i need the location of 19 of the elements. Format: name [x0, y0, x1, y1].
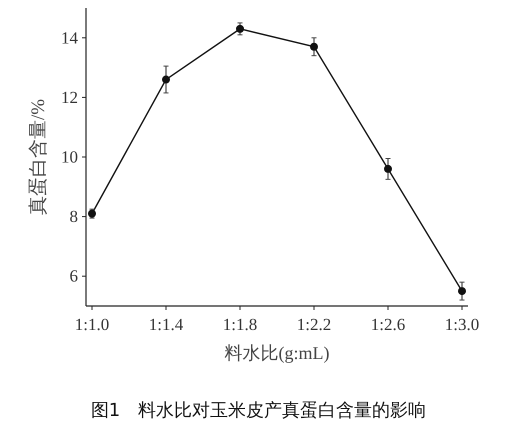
y-axis-title: 真蛋白含量/%	[28, 98, 49, 216]
y-tick-label: 10	[61, 148, 78, 166]
y-tick-label: 12	[61, 88, 78, 107]
x-tick-label: 1:1.0	[74, 315, 110, 334]
x-tick-label: 1:3.0	[444, 315, 480, 334]
point	[236, 24, 244, 33]
y-tick-label: 14	[61, 28, 78, 48]
point	[162, 76, 170, 84]
text: 图1 料水比对玉米皮产真蛋白含量的影响	[90, 400, 426, 421]
x-tick-label: 1:1.8	[222, 315, 258, 334]
point	[384, 164, 392, 173]
point	[458, 287, 466, 296]
x-tick-label: 1:2.2	[296, 315, 332, 334]
x-axis-title: 料水比(g:mL)	[224, 343, 330, 363]
y-tick-label: 6	[70, 266, 78, 286]
point	[310, 42, 318, 51]
y-tick-label: 8	[70, 207, 78, 226]
x-tick-label: 1:1.4	[148, 315, 184, 334]
x-tick-label: 1:2.6	[370, 315, 406, 334]
